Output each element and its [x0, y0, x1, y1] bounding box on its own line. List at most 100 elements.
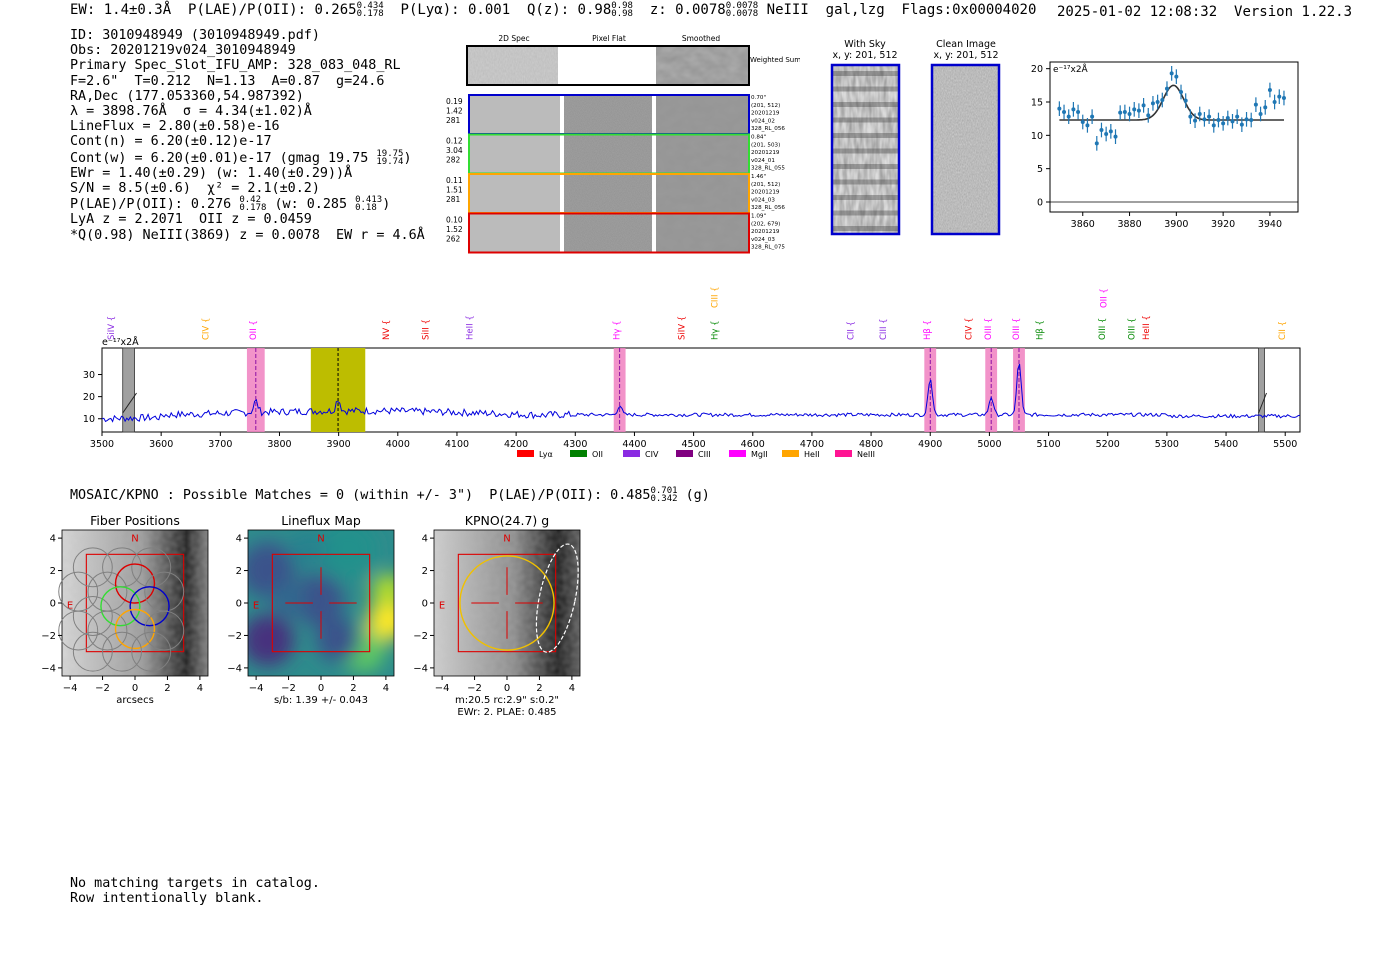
y-tick-label: 20 — [83, 392, 95, 403]
data-point — [1211, 118, 1216, 133]
x-tick-label: 0 — [318, 683, 324, 694]
ew-value: EW: 1.4±0.3Å — [70, 2, 172, 18]
fiber-cutout-row: 0.10 1.52 262 1.09" (202, 679) 20201219 v024_0… — [446, 212, 785, 254]
footer-line-2: Row intentionally blank. — [70, 891, 264, 906]
x-tick-label: 4400 — [622, 439, 646, 450]
data-point — [1207, 109, 1212, 124]
data-point — [1197, 106, 1202, 122]
x-tick-label: 3800 — [267, 439, 291, 450]
x-tick-label: 4100 — [445, 439, 469, 450]
line-id-label: CII { — [1278, 321, 1288, 340]
y-tick-label: 2 — [50, 566, 56, 577]
x-tick-label: 3700 — [208, 439, 232, 450]
data-point — [1090, 109, 1095, 124]
catalog-match-summary: MOSAIC/KPNO : Possible Matches = 0 (with… — [70, 486, 710, 504]
data-point — [1188, 109, 1193, 124]
data-point — [1183, 93, 1188, 108]
svg-text:CIV: CIV — [645, 450, 659, 459]
fiber-circle — [131, 631, 172, 672]
cutout-row-stats: 0.12 3.04 282 — [446, 137, 463, 165]
data-point — [1281, 90, 1286, 106]
data-point — [1225, 110, 1230, 126]
info-contw: Cont(w) = 6.20(±0.01)e-17 (gmag 19.75 19… — [70, 148, 412, 167]
svg-text:CII {: CII { — [1278, 321, 1288, 340]
fiber-positions-panel: Fiber Positions N E −4 −4 −2 −2 0 0 2 2 4 4 arcsecs — [41, 513, 209, 706]
data-point — [1169, 66, 1174, 81]
y-tick-label: −2 — [227, 631, 242, 642]
line-id-label: OIII { — [1127, 318, 1137, 340]
line-id-label: OIII { — [1012, 318, 1022, 340]
svg-text:HeII {: HeII { — [1142, 315, 1152, 340]
fiber-cutout-row: 0.19 1.42 281 0.70" (201, 512) 20201219 v024_0… — [446, 94, 785, 135]
line-id-label: HeII { — [1142, 315, 1152, 340]
thumb-xlabel: s/b: 1.39 +/- 0.043 — [274, 695, 368, 706]
data-point — [1239, 117, 1244, 132]
line-id-label: Hβ { — [1036, 320, 1046, 340]
data-point — [1202, 112, 1207, 127]
legend-item: NeIII — [835, 450, 875, 459]
datetime: 2025-01-02 12:08:32 — [1057, 4, 1218, 20]
timestamp-version: 2025-01-02 12:08:32 Version 1.22.3 — [1057, 4, 1352, 20]
line-id-label: CIII { — [879, 318, 889, 340]
svg-text:SiIV {: SiIV { — [678, 316, 688, 340]
legend-item: OII — [570, 450, 603, 459]
data-point — [1277, 89, 1282, 104]
line-id-label: OIII { — [1098, 318, 1108, 340]
data-point — [1085, 118, 1090, 133]
line-id-label: SiIV { — [107, 316, 117, 340]
data-point — [1230, 114, 1235, 129]
spectrum-legend: Lyα OII CIV CIII MgII HeII NeIII — [517, 450, 875, 459]
y-tick-label: −2 — [413, 631, 428, 642]
thumb-title: KPNO(24.7) g — [465, 513, 549, 528]
y-tick-label: −2 — [41, 631, 56, 642]
fiber-circle — [102, 631, 142, 672]
search-box — [271, 553, 371, 653]
data-point — [1071, 102, 1076, 117]
col-label-pixel-flat: Pixel Flat — [592, 34, 626, 43]
data-point — [1113, 129, 1118, 144]
x-tick-label: 4000 — [386, 439, 410, 450]
fiber-circle — [144, 610, 185, 651]
line-id-label: CIV { — [201, 318, 211, 340]
fiber-cutout-rows: 0.19 1.42 281 0.70" (201, 512) 20201219 v024_0… — [446, 94, 785, 254]
info-lineflux: LineFlux = 2.80(±0.58)e-16 — [70, 119, 280, 135]
x-tick-label: 2 — [536, 683, 542, 694]
x-tick-label: 3600 — [149, 439, 173, 450]
version: Version 1.22.3 — [1234, 4, 1353, 20]
y-tick-label: 20 — [1031, 64, 1043, 75]
plya-value: P(Lyα): 0.001 — [400, 2, 511, 18]
x-tick-label: 3920 — [1211, 219, 1235, 230]
info-plae: P(LAE)/P(OII): 0.276 0.42 0.178 (w: 0.285… — [70, 195, 391, 214]
lineflux-map-panel: Lineflux Map N E −4 −4 −2 −2 0 0 2 2 4 4 s/b: 1.39 +/… — [227, 513, 395, 706]
cutout-row-border — [468, 212, 750, 254]
x-tick-label: 4700 — [800, 439, 824, 450]
info-fiber: F=2.6" T=0.212 N=1.13 A=0.87 g=24.6 — [70, 73, 385, 89]
y-tick-label: −4 — [413, 663, 428, 674]
y-tick-label: 0 — [236, 599, 242, 610]
data-point — [1122, 104, 1127, 120]
full-spectrum-chart: 3500 3600 3700 3800 3900 4000 4100 4200 4300 4400… — [83, 286, 1301, 459]
y-tick-label: 0 — [50, 599, 56, 610]
z-value: z: 0.0078 — [649, 2, 726, 18]
fiber-circle — [72, 596, 113, 636]
y-tick-label: 2 — [422, 566, 428, 577]
compass-east: E — [67, 601, 73, 612]
svg-text:OIII {: OIII { — [1127, 318, 1137, 340]
svg-text:SiII {: SiII { — [422, 319, 432, 340]
y-tick-label: −4 — [41, 663, 56, 674]
info-sn: S/N = 8.5(±0.6) χ² = 2.1(±0.2) — [70, 181, 320, 197]
x-tick-label: 4600 — [741, 439, 765, 450]
data-point — [1099, 122, 1104, 138]
y-tick-label: 4 — [422, 534, 428, 545]
y-tick-label: 10 — [1031, 131, 1043, 142]
data-point — [1057, 101, 1062, 116]
svg-text:NV {: NV { — [382, 320, 392, 340]
x-tick-label: 4200 — [504, 439, 528, 450]
class-list: gal,lzg — [825, 2, 885, 18]
data-point — [1272, 94, 1277, 110]
compass-north: N — [317, 533, 324, 544]
summary-header: EW: 1.4±0.3Å P(LAE)/P(OII): 0.2650.434 0.… — [70, 2, 1036, 19]
data-point — [1141, 98, 1146, 113]
svg-text:CII {: CII { — [846, 321, 856, 340]
y-tick-label: 4 — [50, 534, 56, 545]
